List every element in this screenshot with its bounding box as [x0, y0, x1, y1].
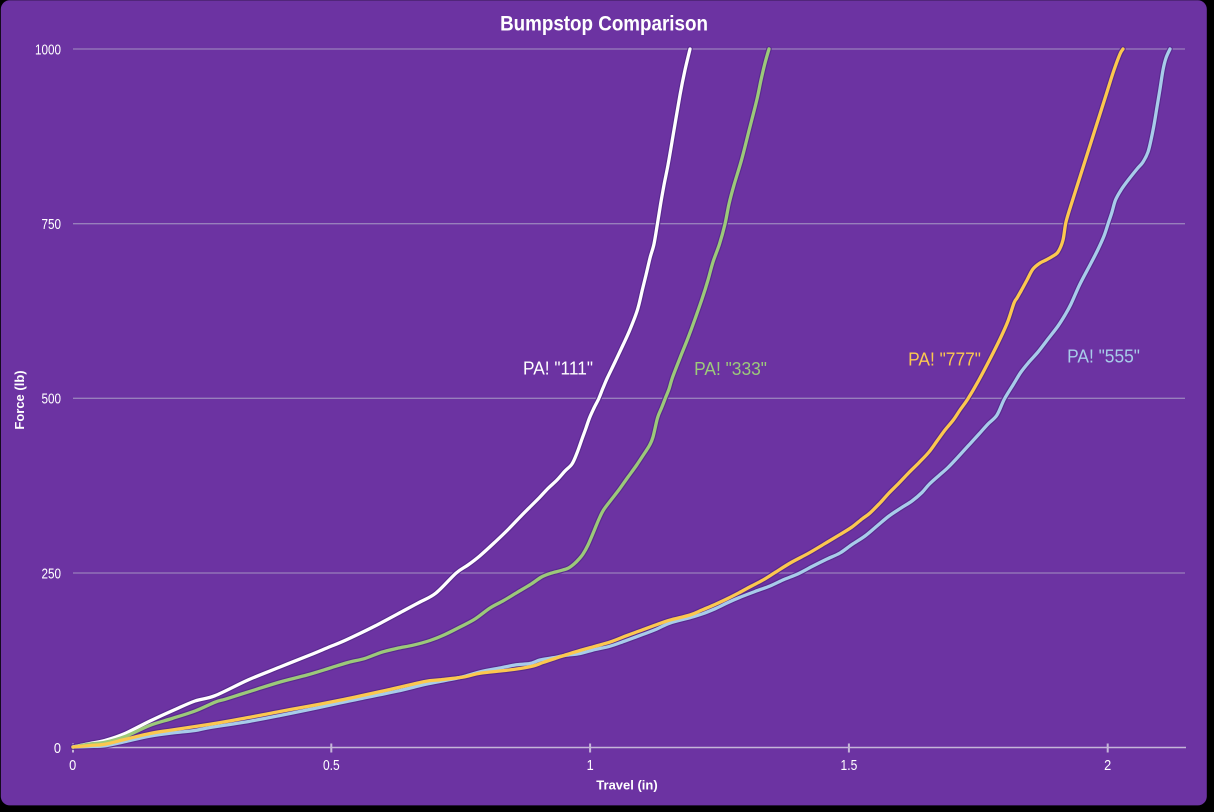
svg-text:2: 2 — [1104, 756, 1111, 773]
svg-text:Force (lb): Force (lb) — [12, 370, 27, 429]
svg-text:0.5: 0.5 — [323, 757, 340, 774]
svg-text:0: 0 — [69, 756, 76, 773]
svg-text:1000: 1000 — [35, 41, 61, 58]
svg-text:0: 0 — [54, 739, 61, 756]
svg-text:Bumpstop Comparison: Bumpstop Comparison — [500, 13, 708, 36]
svg-text:PA! "555": PA! "555" — [1067, 346, 1140, 367]
svg-text:PA! "333": PA! "333" — [694, 359, 767, 380]
svg-text:PA! "777": PA! "777" — [908, 349, 981, 370]
svg-text:Travel (in): Travel (in) — [596, 778, 657, 793]
svg-text:500: 500 — [41, 390, 61, 407]
svg-text:PA! "111": PA! "111" — [523, 358, 593, 379]
svg-text:250: 250 — [41, 565, 61, 582]
svg-text:750: 750 — [41, 216, 61, 233]
svg-text:1: 1 — [587, 756, 594, 773]
svg-text:1.5: 1.5 — [841, 757, 858, 774]
